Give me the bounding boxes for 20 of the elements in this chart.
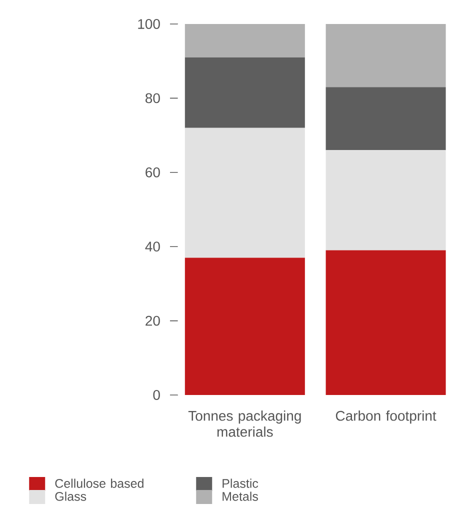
y-tick-label: 80 [146, 93, 160, 104]
y-tick-label: 60 [146, 167, 160, 178]
legend-label: Cellulose based [55, 478, 144, 488]
x-tick-label: Tonnes packaging materials [188, 410, 301, 437]
bar [184, 258, 305, 395]
bar [326, 87, 446, 150]
bar [184, 24, 305, 58]
bar [326, 150, 446, 250]
bar [326, 24, 446, 88]
y-tick-label: 40 [145, 242, 160, 252]
legend-label: Metals [222, 492, 258, 501]
y-tick-label: 0 [153, 390, 160, 400]
x-tick-label: Carbon footprint [336, 410, 436, 424]
y-tick-label: 100 [138, 19, 160, 29]
legend-label: Plastic [222, 478, 258, 488]
bar [184, 128, 305, 258]
bar [184, 57, 305, 128]
bar [326, 250, 446, 395]
legend-label: Glass [55, 492, 86, 501]
y-tick-label: 20 [146, 316, 160, 326]
